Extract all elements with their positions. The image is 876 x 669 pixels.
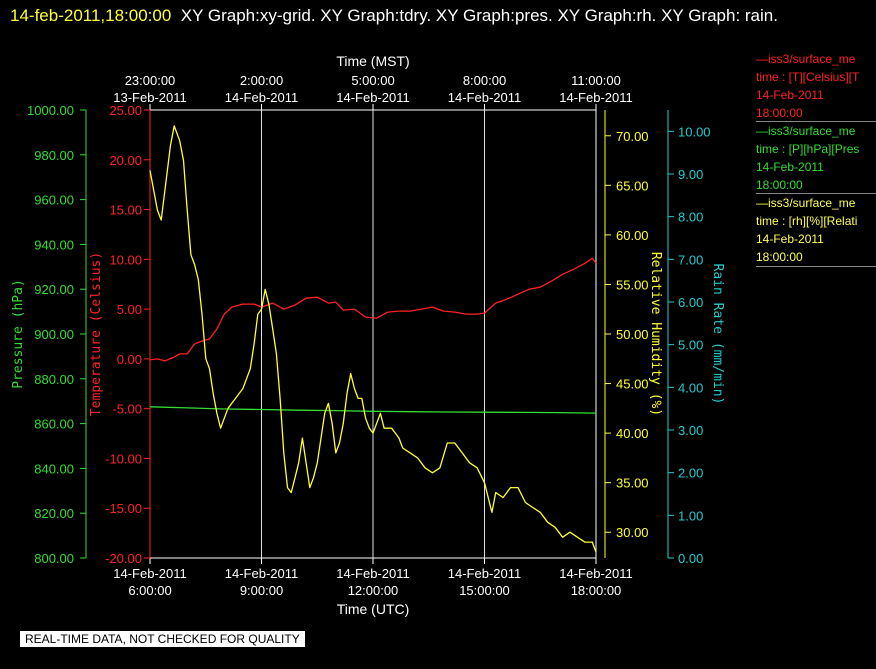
pressure-tick-label: 980.00	[34, 148, 74, 163]
x-top-tick-date: 14-Feb-2011	[225, 90, 298, 105]
temperature-tick-label: -15.00	[105, 501, 142, 516]
legend-line: 14-Feb-2011	[756, 160, 824, 174]
rain-tick-label: 9.00	[678, 167, 703, 182]
graph-header: 14-feb-2011,18:00:00 XY Graph:xy-grid. X…	[10, 2, 870, 30]
temperature-tick-label: 15.00	[109, 203, 142, 218]
legend-line: 18:00:00	[756, 106, 803, 120]
temperature-tick-label: -20.00	[105, 551, 142, 566]
pressure-tick-label: 880.00	[34, 372, 74, 387]
x-top-tick-time: 2:00:00	[240, 73, 283, 88]
pressure-tick-label: 840.00	[34, 461, 74, 476]
x-top-axis-label: Time (MST)	[336, 53, 409, 69]
legend-divider	[756, 266, 876, 267]
x-top-tick-time: 8:00:00	[463, 73, 506, 88]
x-tick-time: 9:00:00	[240, 583, 283, 598]
legend-line: 14-Feb-2011	[756, 232, 824, 246]
legend-line: time : [rh][%][Relati	[756, 214, 858, 228]
rh-tick-label: 55.00	[616, 277, 649, 292]
x-top-tick-date: 14-Feb-2011	[559, 90, 632, 105]
header-datetime: 14-feb-2011,18:00:00	[10, 6, 172, 25]
legend-line: —iss3/surface_me	[756, 196, 856, 210]
x-top-tick-date: 14-Feb-2011	[448, 90, 521, 105]
rain-tick-label: 3.00	[678, 423, 703, 438]
legend-line: —iss3/surface_me	[756, 124, 856, 138]
rh-tick-label: 35.00	[616, 476, 649, 491]
rain-tick-label: 2.00	[678, 466, 703, 481]
series-line-pressure	[149, 406, 597, 414]
series-line-temperature	[149, 257, 597, 362]
x-top-tick-time: 11:00:00	[571, 73, 621, 88]
temperature-tick-label: -10.00	[105, 451, 142, 466]
x-tick-date: 14-Feb-2011	[225, 566, 298, 581]
rain-tick-label: 5.00	[678, 338, 703, 353]
x-tick-date: 14-Feb-2011	[336, 566, 409, 581]
rain-tick-label: 8.00	[678, 210, 703, 225]
rh-tick-label: 45.00	[616, 377, 649, 392]
x-tick-time: 15:00:00	[459, 583, 510, 598]
legend-line: —iss3/surface_me	[756, 52, 856, 66]
pressure-tick-label: 960.00	[34, 193, 74, 208]
data-quality-notice: REAL-TIME DATA, NOT CHECKED FOR QUALITY	[20, 631, 305, 647]
legend-line: 18:00:00	[756, 250, 803, 264]
x-top-tick-date: 14-Feb-2011	[336, 90, 409, 105]
pressure-tick-label: 1000.00	[27, 103, 74, 118]
rh-tick-label: 30.00	[616, 525, 649, 540]
legend-line: time : [T][Celsius][T	[756, 70, 860, 84]
legend-line: 14-Feb-2011	[756, 88, 824, 102]
rain-axis-title: Rain Rate (mm/min)	[710, 264, 725, 405]
rain-tick-label: 0.00	[678, 551, 703, 566]
rain-tick-label: 6.00	[678, 295, 703, 310]
rain-tick-label: 4.00	[678, 380, 703, 395]
rh-tick-label: 40.00	[616, 426, 649, 441]
x-tick-time: 18:00:00	[571, 583, 622, 598]
pressure-tick-label: 940.00	[34, 237, 74, 252]
rain-tick-label: 10.00	[678, 124, 711, 139]
temperature-axis-title: Temperature (Celsius)	[89, 252, 104, 416]
pressure-tick-label: 900.00	[34, 327, 74, 342]
legend-line: time : [P][hPa][Pres	[756, 142, 860, 156]
legend-divider	[756, 121, 876, 122]
pressure-axis-title: Pressure (hPa)	[11, 279, 26, 389]
rh-tick-label: 70.00	[616, 129, 649, 144]
pressure-tick-label: 920.00	[34, 282, 74, 297]
x-top-tick-date: 13-Feb-2011	[113, 90, 186, 105]
x-tick-date: 14-Feb-2011	[113, 566, 186, 581]
temperature-tick-label: 0.00	[117, 352, 142, 367]
x-top-tick-time: 5:00:00	[351, 73, 394, 88]
temperature-tick-label: -5.00	[112, 402, 142, 417]
pressure-tick-label: 820.00	[34, 506, 74, 521]
rh-tick-label: 60.00	[616, 228, 649, 243]
pressure-tick-label: 860.00	[34, 417, 74, 432]
header-graph-list: XY Graph:xy-grid. XY Graph:tdry. XY Grap…	[180, 6, 778, 25]
legend-divider	[756, 193, 876, 194]
x-tick-date: 14-Feb-2011	[448, 566, 521, 581]
temperature-tick-label: 10.00	[109, 252, 142, 267]
legend-line: 18:00:00	[756, 178, 803, 192]
rain-tick-label: 1.00	[678, 508, 703, 523]
x-bottom-axis-label: Time (UTC)	[337, 601, 410, 617]
temperature-tick-label: 20.00	[109, 153, 142, 168]
series-line-relative-humidity	[149, 125, 597, 553]
temperature-tick-label: 25.00	[109, 103, 142, 118]
rh-axis-title: Relative Humidity (%)	[648, 252, 663, 416]
x-tick-date: 14-Feb-2011	[559, 566, 632, 581]
x-top-tick-time: 23:00:00	[125, 73, 176, 88]
pressure-tick-label: 800.00	[34, 551, 74, 566]
x-tick-time: 12:00:00	[348, 583, 399, 598]
rh-tick-label: 65.00	[616, 178, 649, 193]
x-tick-time: 6:00:00	[128, 583, 171, 598]
temperature-tick-label: 5.00	[117, 302, 142, 317]
rh-tick-label: 50.00	[616, 327, 649, 342]
rain-tick-label: 7.00	[678, 252, 703, 267]
